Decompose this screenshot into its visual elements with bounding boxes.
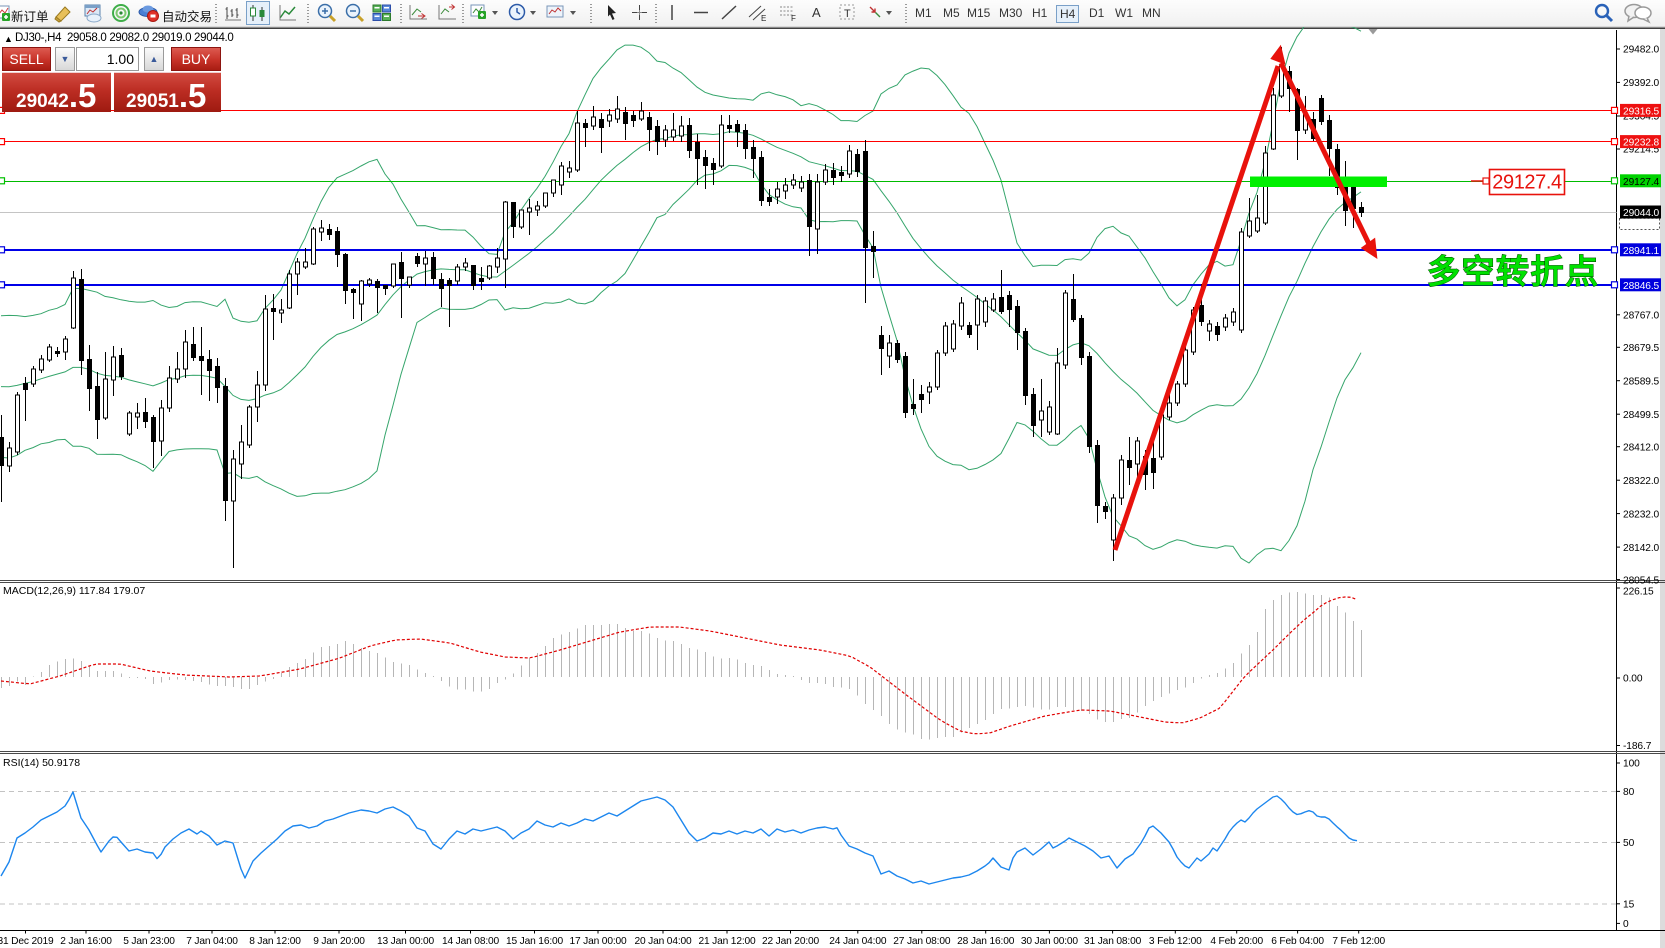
svg-text:28589.5: 28589.5 (1623, 376, 1660, 387)
svg-text:F: F (791, 14, 796, 23)
svg-text:7 Jan 04:00: 7 Jan 04:00 (186, 936, 238, 947)
svg-text:14 Jan 08:00: 14 Jan 08:00 (442, 936, 500, 947)
svg-text:29482.0: 29482.0 (1623, 45, 1660, 56)
svg-text:28767.0: 28767.0 (1623, 311, 1660, 322)
svg-text:30 Jan 00:00: 30 Jan 00:00 (1021, 936, 1079, 947)
svg-text:21 Jan 12:00: 21 Jan 12:00 (698, 936, 756, 947)
svg-text:28679.5: 28679.5 (1623, 343, 1660, 354)
svg-text:28412.0: 28412.0 (1623, 442, 1660, 453)
svg-text:29127.4: 29127.4 (1623, 177, 1660, 188)
svg-text:-186.7: -186.7 (1623, 741, 1652, 752)
svg-text:29392.0: 29392.0 (1623, 78, 1660, 89)
svg-text:29316.5: 29316.5 (1623, 106, 1660, 117)
svg-text:20 Jan 04:00: 20 Jan 04:00 (634, 936, 692, 947)
svg-text:13 Jan 00:00: 13 Jan 00:00 (377, 936, 435, 947)
svg-text:多空转折点: 多空转折点 (1427, 253, 1600, 290)
svg-text:29232.8: 29232.8 (1623, 138, 1660, 149)
svg-text:5 Jan 23:00: 5 Jan 23:00 (123, 936, 175, 947)
svg-text:9 Jan 20:00: 9 Jan 20:00 (313, 936, 365, 947)
svg-text:6 Feb 04:00: 6 Feb 04:00 (1271, 936, 1324, 947)
svg-text:15 Jan 16:00: 15 Jan 16:00 (506, 936, 564, 947)
svg-text:28142.0: 28142.0 (1623, 543, 1660, 554)
svg-text:80: 80 (1623, 787, 1635, 798)
svg-text:E: E (761, 14, 766, 23)
svg-text:28322.0: 28322.0 (1623, 476, 1660, 487)
svg-text:8 Jan 12:00: 8 Jan 12:00 (249, 936, 301, 947)
svg-text:17 Jan 00:00: 17 Jan 00:00 (569, 936, 627, 947)
svg-text:226.15: 226.15 (1623, 587, 1654, 598)
svg-text:T: T (844, 8, 851, 20)
svg-text:100: 100 (1623, 759, 1640, 770)
svg-text:0: 0 (1623, 919, 1629, 930)
svg-text:28 Jan 16:00: 28 Jan 16:00 (957, 936, 1015, 947)
svg-text:15: 15 (1623, 900, 1635, 911)
svg-text:22 Jan 20:00: 22 Jan 20:00 (762, 936, 820, 947)
svg-text:RSI(14) 50.9178: RSI(14) 50.9178 (3, 757, 80, 769)
svg-text:29304.5: 29304.5 (1623, 112, 1660, 123)
svg-text:4 Feb 20:00: 4 Feb 20:00 (1210, 936, 1263, 947)
svg-text:28054.5: 28054.5 (1623, 575, 1660, 586)
svg-text:MACD(12,26,9) 117.84 179.07: MACD(12,26,9) 117.84 179.07 (3, 585, 145, 597)
svg-text:0.00: 0.00 (1623, 674, 1643, 685)
svg-text:28232.0: 28232.0 (1623, 509, 1660, 520)
svg-text:3 Feb 12:00: 3 Feb 12:00 (1149, 936, 1202, 947)
svg-text:50: 50 (1623, 838, 1635, 849)
svg-text:29127.4: 29127.4 (1492, 172, 1562, 194)
svg-text:28846.5: 28846.5 (1623, 281, 1660, 292)
svg-text:2 Jan 16:00: 2 Jan 16:00 (60, 936, 112, 947)
svg-text:24 Jan 04:00: 24 Jan 04:00 (829, 936, 887, 947)
svg-text:28499.5: 28499.5 (1623, 410, 1660, 421)
svg-text:7 Feb 12:00: 7 Feb 12:00 (1332, 936, 1385, 947)
svg-text:29044.0: 29044.0 (1623, 208, 1660, 219)
svg-text:31 Jan 08:00: 31 Jan 08:00 (1084, 936, 1142, 947)
svg-text:27 Jan 08:00: 27 Jan 08:00 (893, 936, 951, 947)
svg-text:29214.5: 29214.5 (1623, 145, 1660, 156)
svg-text:28941.1: 28941.1 (1623, 246, 1660, 257)
svg-text:31 Dec 2019: 31 Dec 2019 (0, 936, 54, 947)
